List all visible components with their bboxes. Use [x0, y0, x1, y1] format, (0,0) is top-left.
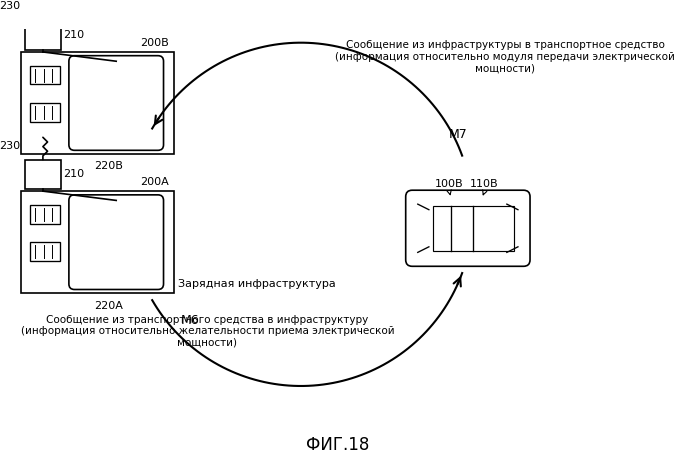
Bar — [20, 191, 174, 293]
Text: 110B: 110B — [470, 179, 499, 189]
Bar — [30, 242, 60, 261]
FancyBboxPatch shape — [69, 195, 164, 289]
Bar — [25, 20, 60, 50]
Text: 220B: 220B — [94, 161, 123, 171]
Text: M6: M6 — [181, 314, 199, 327]
Text: 220A: 220A — [94, 301, 123, 311]
Bar — [433, 206, 514, 251]
Text: 230: 230 — [0, 1, 20, 11]
Bar — [20, 52, 174, 154]
Text: 100B: 100B — [435, 179, 463, 189]
Bar — [30, 66, 60, 84]
Text: Сообщение из транспортного средства в инфраструктуру
(информация относительно же: Сообщение из транспортного средства в ин… — [20, 314, 394, 348]
Text: M7: M7 — [449, 128, 468, 141]
FancyBboxPatch shape — [406, 190, 530, 266]
Text: 210: 210 — [63, 30, 85, 40]
Text: Зарядная инфраструктура: Зарядная инфраструктура — [178, 279, 336, 289]
Text: ФИГ.18: ФИГ.18 — [307, 436, 370, 454]
Text: 200A: 200A — [140, 177, 169, 187]
Bar — [25, 160, 60, 189]
Bar — [30, 103, 60, 122]
Text: 210: 210 — [63, 169, 85, 179]
Text: Сообщение из инфраструктуры в транспортное средство
(информация относительно мод: Сообщение из инфраструктуры в транспортн… — [335, 40, 675, 73]
FancyBboxPatch shape — [69, 56, 164, 150]
Bar — [30, 205, 60, 224]
Text: 230: 230 — [0, 141, 20, 151]
Text: 200B: 200B — [140, 38, 169, 48]
